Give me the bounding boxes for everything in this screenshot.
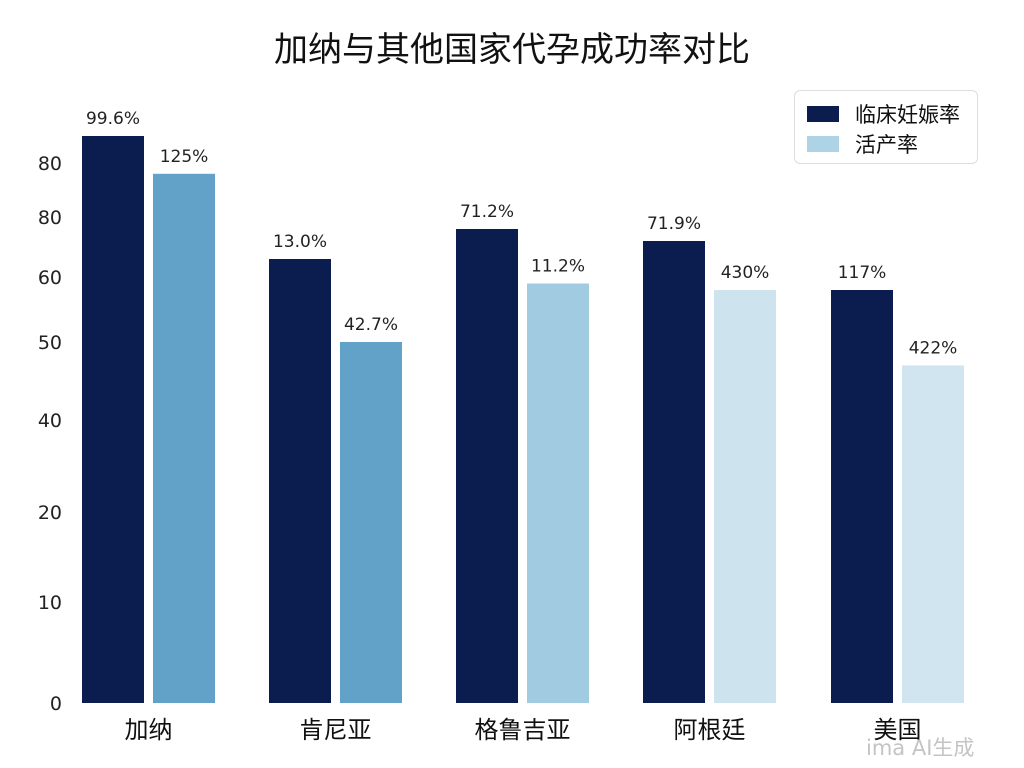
y-tick-label: 40 <box>38 410 62 432</box>
data-label: 71.9% <box>647 214 701 234</box>
x-tick-label: 肯尼亚 <box>300 716 372 744</box>
bar-clinical-pregnancy <box>643 241 705 703</box>
bar-live-birth <box>527 283 589 703</box>
bar-live-birth <box>714 290 776 703</box>
y-tick-label: 10 <box>38 592 62 614</box>
legend-swatch-light <box>807 136 839 152</box>
data-label: 125% <box>160 147 209 167</box>
x-tick-label: 格鲁吉亚 <box>475 716 571 744</box>
chart-title: 加纳与其他国家代孕成功率对比 <box>274 30 750 70</box>
legend-label: 活产率 <box>855 133 918 157</box>
bar-clinical-pregnancy <box>269 259 331 703</box>
bar-clinical-pregnancy <box>831 290 893 703</box>
data-label: 99.6% <box>86 109 140 129</box>
legend-item-live-birth: 活产率 <box>807 129 918 159</box>
data-label: 11.2% <box>531 257 585 277</box>
legend: 临床妊娠率 活产率 <box>794 90 978 164</box>
legend-label: 临床妊娠率 <box>855 103 960 127</box>
x-tick-label: 阿根廷 <box>674 716 746 744</box>
y-tick-label: 0 <box>50 693 62 715</box>
bar-clinical-pregnancy <box>456 229 518 703</box>
y-tick-label: 80 <box>38 207 62 229</box>
data-label: 13.0% <box>273 232 327 252</box>
y-tick-label: 60 <box>38 267 62 289</box>
y-tick-label: 50 <box>38 332 62 354</box>
watermark: ima AI生成 <box>866 736 975 760</box>
legend-item-clinical-pregnancy: 临床妊娠率 <box>807 99 960 129</box>
y-tick-label: 80 <box>38 153 62 175</box>
bar-live-birth <box>340 342 402 703</box>
data-label: 71.2% <box>460 202 514 222</box>
legend-swatch-dark <box>807 106 839 122</box>
x-tick-label: 加纳 <box>125 716 173 744</box>
bar-live-birth <box>153 173 215 704</box>
data-label: 430% <box>721 263 770 283</box>
data-label: 422% <box>909 338 958 358</box>
data-label: 117% <box>838 263 887 283</box>
data-label: 42.7% <box>344 315 398 335</box>
bar-live-birth <box>902 365 964 703</box>
bar-clinical-pregnancy <box>82 136 144 703</box>
y-tick-label: 20 <box>38 502 62 524</box>
x-tick-label: 美国 <box>874 716 922 744</box>
